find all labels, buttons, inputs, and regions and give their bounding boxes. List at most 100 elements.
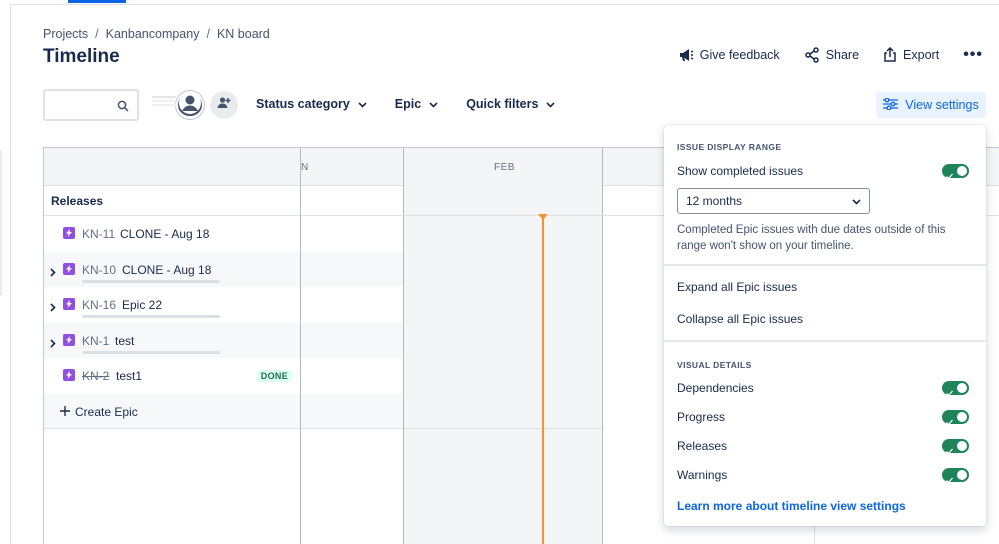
active-tab-indicator bbox=[68, 0, 126, 3]
breadcrumb-separator: / bbox=[95, 27, 99, 41]
progress-bar bbox=[82, 350, 220, 354]
expand-all-epics[interactable]: Expand all Epic issues bbox=[664, 273, 986, 301]
search-box bbox=[43, 89, 139, 121]
progress-bar bbox=[82, 279, 220, 283]
search-input[interactable] bbox=[51, 91, 121, 119]
collapse-all-label: Collapse all Epic issues bbox=[677, 312, 804, 326]
epic-list: KN-11 CLONE - Aug 18 KN-10 CLONE - Aug 1… bbox=[44, 216, 300, 429]
releases-toggle[interactable] bbox=[942, 439, 969, 455]
releases-setting-label: Releases bbox=[677, 439, 728, 453]
range-select[interactable]: 12 months bbox=[677, 188, 870, 214]
month-label-partial: N bbox=[301, 162, 309, 173]
chevron-right-icon[interactable] bbox=[50, 335, 56, 353]
status-category-filter[interactable]: Status category bbox=[256, 97, 367, 111]
avatar-group bbox=[150, 90, 238, 120]
avatar[interactable] bbox=[176, 91, 204, 119]
issue-key[interactable]: KN-11 bbox=[82, 227, 116, 241]
view-settings-button[interactable]: View settings bbox=[876, 92, 986, 118]
warnings-toggle[interactable] bbox=[942, 468, 969, 484]
view-settings-label: View settings bbox=[905, 98, 979, 112]
epic-icon bbox=[63, 333, 75, 346]
quick-filters-filter[interactable]: Quick filters bbox=[466, 97, 556, 111]
search-icon bbox=[117, 99, 129, 117]
issue-summary: CLONE - Aug 18 bbox=[122, 262, 212, 277]
table-row[interactable]: KN-11 CLONE - Aug 18 bbox=[44, 216, 300, 252]
table-row[interactable]: KN-2 test1 DONE bbox=[44, 358, 300, 394]
table-row[interactable]: KN-16 Epic 22 bbox=[44, 287, 300, 323]
check-icon bbox=[946, 384, 953, 402]
breadcrumb: Projects / Kanbancompany / KN board bbox=[43, 27, 270, 41]
create-epic-row: Create Epic bbox=[44, 393, 300, 429]
visual-details-heading: VISUAL DETAILS bbox=[677, 360, 752, 370]
dependencies-label: Dependencies bbox=[677, 381, 754, 395]
issue-summary: test1 bbox=[116, 369, 143, 383]
issue-key[interactable]: KN-10 bbox=[82, 262, 117, 277]
check-icon bbox=[946, 471, 953, 489]
export-icon bbox=[883, 47, 897, 63]
list-grid-divider[interactable] bbox=[300, 148, 301, 544]
view-settings-panel: ISSUE DISPLAY RANGE Show completed issue… bbox=[664, 125, 986, 526]
today-marker-line bbox=[542, 216, 544, 544]
avatar-placeholder bbox=[150, 90, 180, 120]
issue-summary: Epic 22 bbox=[122, 298, 163, 312]
breadcrumb-board[interactable]: KN board bbox=[216, 27, 270, 41]
learn-more-link[interactable]: Learn more about timeline view settings bbox=[677, 499, 906, 513]
header-actions: Give feedback Share Export ••• bbox=[678, 46, 983, 64]
chevron-down-icon bbox=[852, 194, 861, 208]
give-feedback-button[interactable]: Give feedback bbox=[678, 47, 780, 63]
epic-filter-label: Epic bbox=[394, 97, 422, 111]
panel-divider bbox=[664, 340, 986, 342]
collapse-all-epics[interactable]: Collapse all Epic issues bbox=[664, 305, 986, 333]
issue-summary: test bbox=[115, 333, 135, 348]
create-epic-label: Create Epic bbox=[75, 404, 138, 419]
warnings-label: Warnings bbox=[677, 468, 728, 482]
filter-bar: Status category Epic Quick filters bbox=[256, 97, 556, 111]
range-note: Completed Epic issues with due dates out… bbox=[677, 224, 946, 252]
chevron-right-icon[interactable] bbox=[50, 264, 56, 282]
issue-key[interactable]: KN-2 bbox=[82, 369, 110, 383]
top-divider bbox=[10, 4, 999, 5]
chevron-down-icon bbox=[358, 97, 367, 111]
expand-all-label: Expand all Epic issues bbox=[677, 280, 798, 294]
chevron-down-icon bbox=[429, 97, 438, 111]
epic-icon bbox=[63, 298, 75, 310]
export-button[interactable]: Export bbox=[883, 47, 939, 63]
megaphone-icon bbox=[678, 47, 694, 63]
epic-icon bbox=[63, 369, 75, 381]
progress-label: Progress bbox=[677, 410, 726, 424]
epic-icon bbox=[63, 262, 75, 275]
progress-toggle[interactable] bbox=[942, 410, 969, 426]
progress-bar bbox=[82, 315, 220, 318]
export-label: Export bbox=[903, 48, 940, 62]
status-category-label: Status category bbox=[256, 97, 350, 111]
epic-filter[interactable]: Epic bbox=[395, 97, 438, 111]
breadcrumb-company[interactable]: Kanbancompany bbox=[105, 27, 200, 41]
share-icon bbox=[804, 47, 820, 63]
chevron-right-icon[interactable] bbox=[50, 299, 56, 317]
create-epic-button[interactable]: Create Epic bbox=[60, 405, 138, 419]
breadcrumb-separator: / bbox=[206, 27, 210, 41]
more-actions-button[interactable]: ••• bbox=[963, 46, 983, 63]
panel-divider bbox=[664, 264, 986, 266]
issue-key[interactable]: KN-16 bbox=[82, 298, 117, 312]
issue-key[interactable]: KN-1 bbox=[82, 333, 110, 348]
add-people-button[interactable] bbox=[210, 91, 238, 119]
releases-row: Releases bbox=[44, 186, 999, 216]
issue-summary: CLONE - Aug 18 bbox=[120, 227, 210, 241]
chevron-down-icon bbox=[546, 97, 556, 111]
page-title: Timeline bbox=[43, 46, 120, 67]
give-feedback-label: Give feedback bbox=[699, 48, 780, 62]
sliders-icon bbox=[883, 97, 899, 113]
table-row[interactable]: KN-10 CLONE - Aug 18 bbox=[44, 251, 300, 287]
breadcrumb-projects[interactable]: Projects bbox=[43, 27, 89, 41]
share-label: Share bbox=[825, 48, 860, 62]
range-select-value: 12 months bbox=[686, 194, 743, 208]
check-icon bbox=[946, 413, 953, 431]
person-icon bbox=[178, 93, 202, 117]
share-button[interactable]: Share bbox=[804, 47, 859, 63]
table-row[interactable]: KN-1 test bbox=[44, 322, 300, 358]
show-completed-toggle[interactable] bbox=[942, 164, 969, 180]
dependencies-toggle[interactable] bbox=[942, 381, 969, 397]
epic-icon bbox=[63, 227, 75, 239]
add-person-icon bbox=[217, 96, 231, 115]
